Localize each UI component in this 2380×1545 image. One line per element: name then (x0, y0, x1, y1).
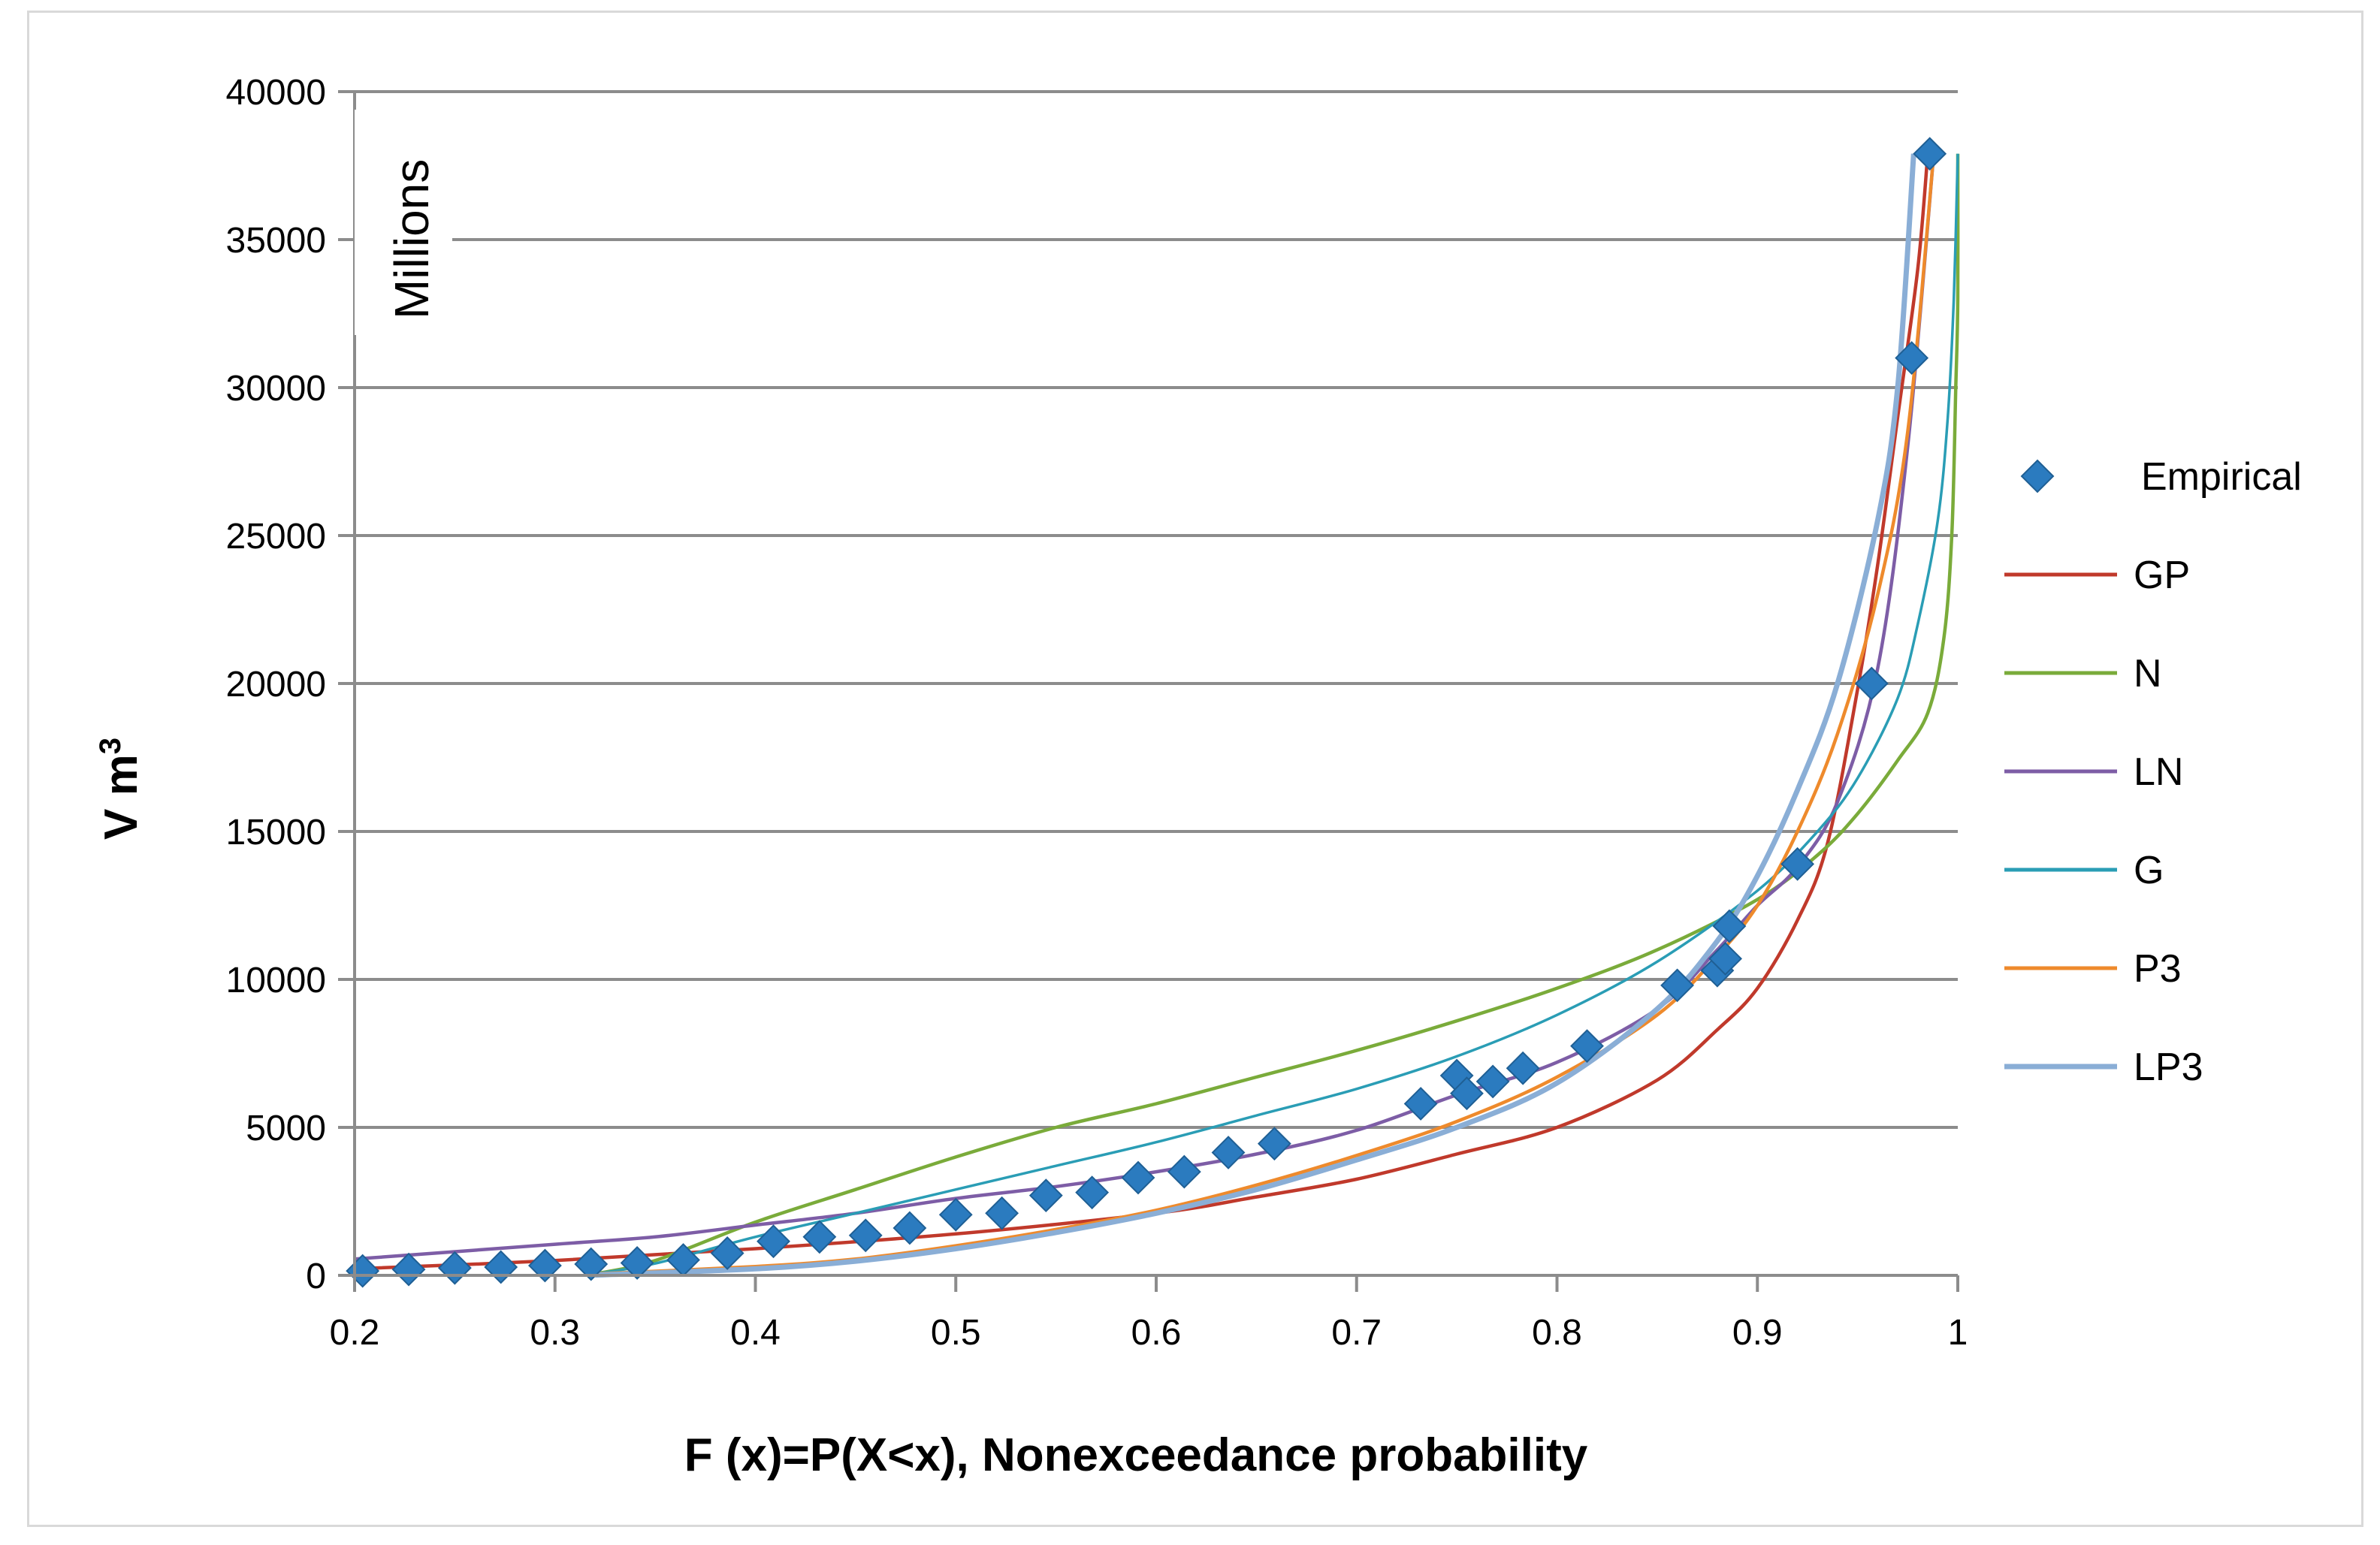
empirical-point-19 (1167, 1154, 1201, 1189)
x-tick-label-0.3: 0.3 (530, 1313, 580, 1353)
empirical-point-30 (1708, 942, 1742, 976)
empirical-point-17 (1075, 1175, 1110, 1210)
empirical-point-24 (1450, 1076, 1484, 1111)
empirical-point-13 (892, 1211, 927, 1245)
series-line-n (594, 153, 1960, 1276)
axes: 0 5000 10000 15000 20000 25000 30000 35000 40000… (226, 73, 1968, 1353)
y-axis-title: V m3 (94, 738, 147, 840)
empirical-point-14 (938, 1197, 973, 1232)
empirical-point-26 (1506, 1051, 1540, 1085)
legend-label-n: N (2134, 652, 2162, 696)
x-tick-label-0.2: 0.2 (330, 1313, 380, 1353)
y-unit-label: Millions (385, 159, 439, 319)
x-tick-label-1: 1 (1948, 1313, 1968, 1353)
empirical-point-4 (484, 1250, 518, 1284)
empirical-point-9 (710, 1236, 745, 1270)
empirical-point-18 (1121, 1160, 1155, 1195)
y-tick-label-10000: 10000 (226, 961, 326, 1000)
empirical-point-33 (1854, 666, 1889, 701)
legend-label-empirical: Empirical (2141, 455, 2302, 499)
y-tick-label-40000: 40000 (226, 73, 326, 113)
y-axis-title-main: V m (95, 754, 147, 840)
empirical-point-32 (1780, 846, 1815, 881)
empirical-point-31 (1712, 909, 1747, 943)
x-tick-label-0.7: 0.7 (1331, 1313, 1382, 1353)
series-line-lp3 (594, 153, 1916, 1278)
x-tick-label-0.5: 0.5 (931, 1313, 981, 1353)
legend-label-g: G (2134, 849, 2164, 892)
series-line-ln (354, 153, 1936, 1261)
legend-label-p3: P3 (2134, 947, 2182, 991)
legend-label-gp: GP (2134, 554, 2190, 597)
empirical-point-12 (848, 1218, 883, 1253)
empirical-point-2 (391, 1252, 426, 1287)
empirical-point-22 (1403, 1087, 1438, 1121)
empirical-point-27 (1570, 1029, 1604, 1064)
empirical-point-16 (1028, 1178, 1063, 1213)
empirical-point-35 (1913, 137, 1947, 171)
y-axis-title-sup: 3 (94, 738, 127, 754)
empirical-point-25 (1475, 1064, 1510, 1099)
legend-label-lp3: LP3 (2134, 1046, 2203, 1089)
empirical-point-21 (1257, 1127, 1291, 1161)
x-tick-label-0.4: 0.4 (730, 1313, 781, 1353)
legend-label-ln: LN (2134, 750, 2183, 794)
y-tick-label-35000: 35000 (226, 221, 326, 261)
y-tick-label-20000: 20000 (226, 665, 326, 705)
empirical-point-5 (527, 1248, 562, 1283)
legend-marker-empirical (2020, 459, 2055, 493)
empirical-point-7 (620, 1246, 654, 1280)
unit-label-background (355, 110, 452, 335)
series-line-p3 (594, 153, 1936, 1276)
empirical-point-6 (574, 1247, 609, 1281)
series-line-gp (354, 153, 1930, 1271)
series-line-g (594, 153, 1959, 1275)
legend: Empirical GP N LN G P3 LP3 (2004, 455, 2302, 1089)
empirical-point-3 (437, 1251, 472, 1285)
x-axis-title: F (x)=P(X<x), Nonexceedance probability (684, 1429, 1588, 1481)
y-tick-label-25000: 25000 (226, 517, 326, 557)
y-tick-label-30000: 30000 (226, 369, 326, 409)
y-tick-label-5000: 5000 (246, 1109, 326, 1148)
empirical-point-15 (985, 1196, 1019, 1230)
x-tick-label-0.9: 0.9 (1732, 1313, 1783, 1353)
empirical-point-20 (1211, 1136, 1246, 1169)
x-tick-label-0.8: 0.8 (1532, 1313, 1582, 1353)
x-tick-label-0.6: 0.6 (1131, 1313, 1182, 1353)
y-tick-label-15000: 15000 (226, 813, 326, 852)
empirical-point-10 (757, 1224, 790, 1259)
empirical-point-11 (802, 1220, 837, 1254)
empirical-point-28 (1660, 968, 1694, 1003)
empirical-point-34 (1895, 341, 1929, 376)
y-tick-label-0: 0 (306, 1257, 326, 1296)
empirical-point-1 (346, 1254, 380, 1288)
series-layer (346, 137, 1960, 1288)
